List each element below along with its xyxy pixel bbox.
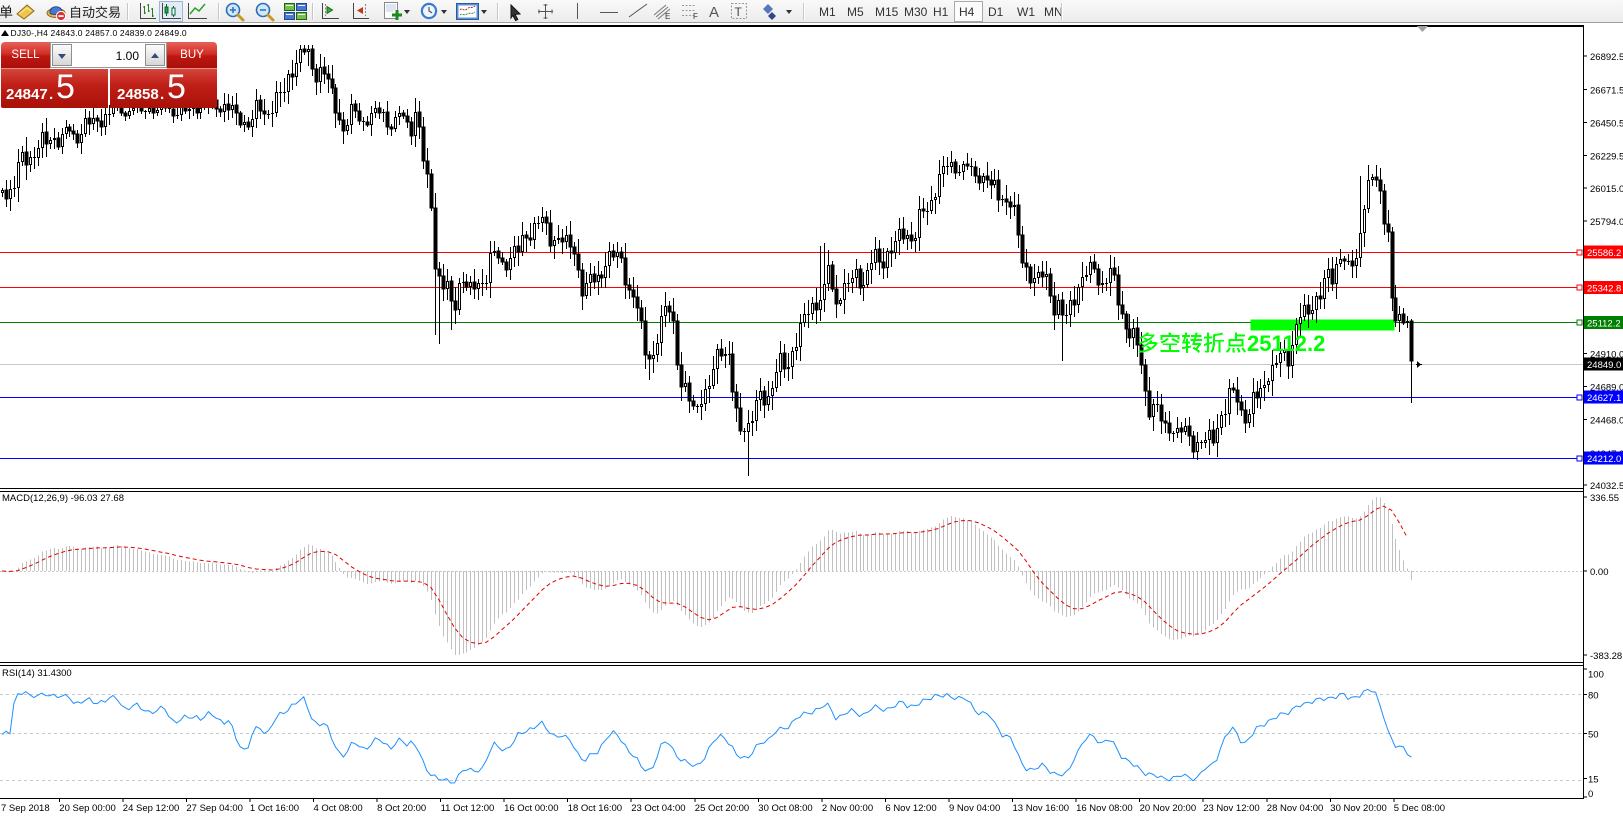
svg-text:-383.28: -383.28 (1590, 651, 1622, 662)
svg-text:RSI(14) 31.4300: RSI(14) 31.4300 (2, 668, 72, 679)
svg-text:25112.2: 25112.2 (1587, 319, 1621, 330)
svg-text:9 Nov 04:00: 9 Nov 04:00 (949, 803, 1000, 814)
svg-text:15: 15 (1588, 774, 1599, 785)
svg-text:24 Sep 12:00: 24 Sep 12:00 (123, 803, 180, 814)
svg-text:D1: D1 (988, 5, 1004, 19)
svg-text:28 Nov 04:00: 28 Nov 04:00 (1267, 803, 1324, 814)
svg-text:23 Oct 04:00: 23 Oct 04:00 (631, 803, 685, 814)
svg-text:E: E (665, 12, 670, 21)
svg-text:M1: M1 (819, 5, 836, 19)
svg-text:F: F (693, 12, 698, 21)
svg-text:25586.2: 25586.2 (1587, 248, 1621, 259)
svg-text:100: 100 (1588, 670, 1604, 681)
svg-text:13 Nov 16:00: 13 Nov 16:00 (1013, 803, 1070, 814)
svg-text:20 Sep 00:00: 20 Sep 00:00 (59, 803, 116, 814)
svg-text:H1: H1 (933, 5, 949, 19)
svg-text:A: A (709, 4, 719, 21)
svg-text:25794.0: 25794.0 (1590, 217, 1623, 228)
svg-text:24849.0: 24849.0 (1587, 360, 1621, 371)
svg-text:25342.8: 25342.8 (1587, 284, 1621, 295)
svg-text:26229.5: 26229.5 (1590, 152, 1623, 163)
svg-text:24910.0: 24910.0 (1590, 349, 1623, 360)
svg-text:50: 50 (1588, 729, 1599, 740)
svg-text:8 Oct 20:00: 8 Oct 20:00 (377, 803, 426, 814)
svg-text:24468.0: 24468.0 (1590, 416, 1623, 427)
svg-text:25 Oct 20:00: 25 Oct 20:00 (695, 803, 749, 814)
svg-text:24689.0: 24689.0 (1590, 383, 1623, 394)
svg-text:25112.2: 25112.2 (1247, 331, 1325, 356)
svg-text:24032.5: 24032.5 (1590, 481, 1623, 492)
svg-text:DJ30-,H4 24843.0 24857.0 2483: DJ30-,H4 24843.0 24857.0 24839.0 24849.0 (11, 28, 187, 38)
svg-text:1 Oct 16:00: 1 Oct 16:00 (250, 803, 299, 814)
svg-text:W1: W1 (1017, 5, 1035, 19)
svg-text:4 Oct 08:00: 4 Oct 08:00 (314, 803, 363, 814)
svg-text:27 Sep 04:00: 27 Sep 04:00 (186, 803, 243, 814)
svg-text:26892.5: 26892.5 (1590, 52, 1623, 63)
svg-text:7 Sep 2018: 7 Sep 2018 (1, 803, 50, 814)
svg-text:M5: M5 (847, 5, 864, 19)
svg-text:M30: M30 (904, 5, 928, 19)
svg-text:5 Dec 08:00: 5 Dec 08:00 (1394, 803, 1445, 814)
svg-text:16 Oct 00:00: 16 Oct 00:00 (504, 803, 558, 814)
svg-text:2 Nov 00:00: 2 Nov 00:00 (822, 803, 873, 814)
svg-text:MN: MN (1044, 5, 1063, 19)
svg-text:24212.0: 24212.0 (1587, 454, 1621, 465)
svg-text:26671.5: 26671.5 (1590, 85, 1623, 96)
svg-text:T: T (735, 5, 743, 19)
svg-text:H4: H4 (959, 5, 975, 19)
svg-text:24627.1: 24627.1 (1587, 393, 1621, 404)
svg-text:20 Nov 20:00: 20 Nov 20:00 (1140, 803, 1197, 814)
svg-text:0.00: 0.00 (1590, 567, 1609, 578)
svg-text:18 Oct 16:00: 18 Oct 16:00 (568, 803, 622, 814)
svg-text:16 Nov 08:00: 16 Nov 08:00 (1076, 803, 1133, 814)
svg-text:MACD(12,26,9) -96.03 27.68: MACD(12,26,9) -96.03 27.68 (2, 493, 124, 504)
svg-text:23 Nov 12:00: 23 Nov 12:00 (1203, 803, 1260, 814)
svg-text:6 Nov 12:00: 6 Nov 12:00 (885, 803, 936, 814)
svg-text:26450.5: 26450.5 (1590, 118, 1623, 129)
svg-text:11 Oct 12:00: 11 Oct 12:00 (441, 803, 495, 814)
svg-text:336.55: 336.55 (1590, 493, 1619, 504)
svg-text:0: 0 (1588, 789, 1593, 800)
svg-text:30 Nov 20:00: 30 Nov 20:00 (1330, 803, 1387, 814)
svg-text:M15: M15 (875, 5, 899, 19)
svg-text:26015.0: 26015.0 (1590, 184, 1623, 195)
svg-text:80: 80 (1588, 691, 1599, 702)
svg-text:30 Oct 08:00: 30 Oct 08:00 (758, 803, 812, 814)
